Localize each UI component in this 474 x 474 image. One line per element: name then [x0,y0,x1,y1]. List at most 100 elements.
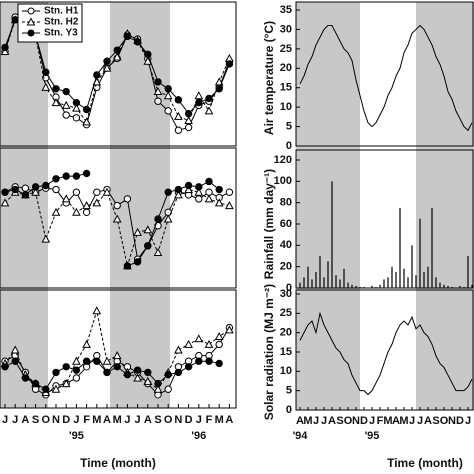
x-tick-label: D [456,415,464,427]
point [205,94,213,103]
point [61,100,71,109]
point [184,109,193,118]
year-label: '95 [365,430,380,442]
point [174,111,183,120]
point [225,188,234,196]
point [154,215,162,223]
point [102,356,112,365]
y-tick-label: 0 [286,140,292,152]
x-tick-label: D [62,414,70,426]
x-tick-label: J [196,414,202,426]
point [215,359,223,368]
x-tick-label: S [32,414,39,426]
point [154,379,162,388]
x-tick-label: A [103,414,111,426]
x-tick-label: J [465,415,471,427]
x-tick-label: A [225,414,233,426]
x-tick-label: O [164,414,173,426]
x-tick-label: N [352,415,360,427]
panel-frame [0,147,237,289]
point [174,190,183,199]
y-axis-title: Air temperature (°C) [262,21,276,135]
point [143,376,153,385]
y-tick-label: 25 [280,307,292,319]
line [4,360,220,390]
point [112,52,122,61]
point [62,87,70,96]
x-tick-label: S [154,414,161,426]
x-tick-label: S [336,415,343,427]
x-tick-label: F [206,414,213,426]
point [72,374,81,382]
point [52,85,60,93]
legend-marker [27,7,35,15]
x-tick-label: M [113,414,122,426]
point [72,356,81,365]
x-tick-label: N [174,414,182,426]
panel-frame [0,289,237,409]
point [52,185,60,194]
point [143,225,153,234]
panel-frame [295,289,474,411]
point [214,198,224,207]
point [174,185,183,194]
point [61,194,71,203]
y-tick-label: 15 [280,82,292,94]
point [133,258,142,266]
x-tick-label: J [409,415,415,427]
point [215,85,223,93]
point [102,63,112,72]
point [195,98,203,107]
point [82,169,91,178]
x-axis-title: Time (month) [80,456,156,470]
x-tick-label: M [92,414,101,426]
y-axis-title: Rainfall (mm day⁻¹) [262,169,276,279]
point [184,339,193,348]
point [52,368,60,377]
point [92,198,102,207]
x-tick-label: A [392,415,400,427]
point [103,57,111,65]
point [205,357,213,365]
frames [0,1,474,411]
x-tick-label: J [73,414,79,426]
point [42,181,50,190]
point [194,91,204,100]
x-tick-label: O [344,415,353,427]
y-tick-label: 10 [280,101,292,113]
point [154,78,162,86]
legend-label: Stn. H1 [44,6,79,17]
y-tick-label: 100 [274,175,292,187]
point [164,188,172,196]
point [153,384,163,393]
x-tick-label: J [313,415,319,427]
point [102,187,112,196]
point [21,191,30,199]
point [163,91,173,100]
point [204,339,214,348]
x-tick-label: J [369,415,375,427]
x-tick-label: F [377,415,384,427]
x-tick-label: J [417,415,423,427]
point [123,262,132,270]
point [195,183,203,191]
y-axis-title: Solar radiation (MJ m⁻²) [262,284,276,420]
point [62,172,70,180]
point [174,96,183,104]
line [299,311,473,396]
point [72,98,81,107]
x-tick-label: A [144,414,152,426]
point [11,16,19,24]
y-tick-label: 5 [286,385,292,397]
point [112,351,122,360]
point [103,368,111,377]
x-tick-label: D [360,415,368,427]
point [194,334,204,343]
y-tick-label: 20 [280,62,292,74]
point [143,56,153,65]
y-tick-label: 0 [286,282,292,294]
point [164,370,172,379]
x-tick-label: F [83,414,90,426]
point [11,185,19,194]
x-tick-label: M [303,415,312,427]
